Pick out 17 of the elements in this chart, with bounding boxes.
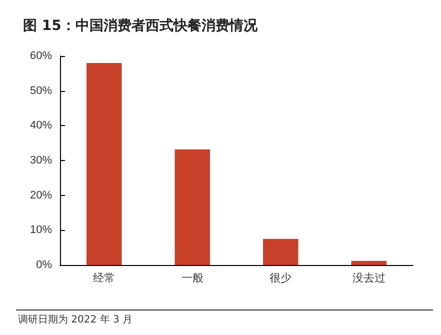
x-tick-label: 很少	[270, 272, 292, 284]
x-tick-label: 没去过	[352, 272, 386, 284]
x-tick-label: 经常	[93, 272, 116, 284]
x-tick-label: 一般	[181, 272, 204, 284]
text: 调研日期为 2022 年 3 月	[18, 314, 133, 326]
chart-title: 图 15：中国消费者西式快餐消费情况	[23, 18, 258, 34]
y-tick-label: 20%	[30, 189, 52, 202]
bar	[174, 149, 210, 265]
bar	[86, 62, 122, 265]
bar	[262, 238, 298, 265]
y-tick-label: 0%	[36, 259, 52, 271]
y-tick-label: 40%	[30, 120, 52, 132]
y-tick-label: 50%	[30, 84, 52, 97]
y-tick-label: 30%	[30, 154, 52, 166]
y-tick-label: 10%	[30, 224, 52, 236]
y-tick-label: 60%	[30, 50, 52, 62]
bar	[351, 260, 387, 265]
